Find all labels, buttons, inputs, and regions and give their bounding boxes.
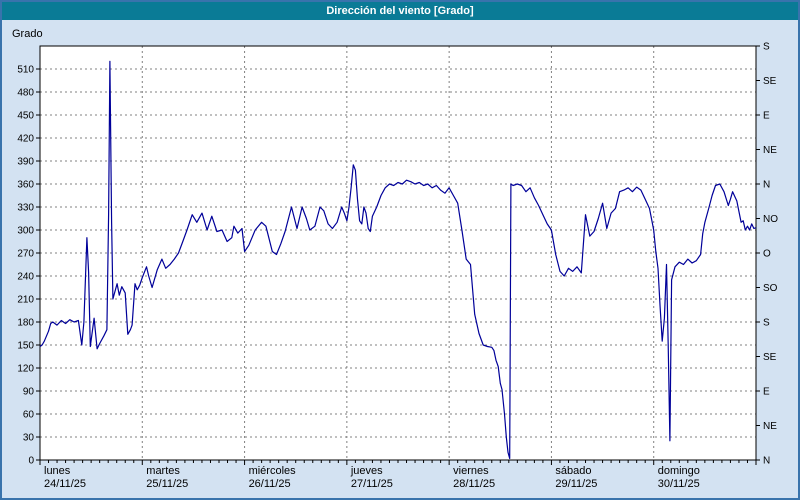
day-label: viernes [453,465,489,477]
compass-label: SO [763,283,778,294]
y-tick-label: 30 [23,433,35,444]
date-label: 28/11/25 [453,478,495,490]
y-tick-label: 120 [17,364,34,375]
compass-label: NE [763,421,777,432]
date-label: 27/11/25 [351,478,393,490]
compass-label: E [763,387,770,398]
y-tick-label: 300 [17,226,34,237]
chart-title: Dirección del viento [Grado] [326,5,474,17]
y-tick-label: 240 [17,272,34,283]
compass-label: N [763,180,770,191]
y-tick-label: 150 [17,341,34,352]
day-label: sábado [555,465,591,477]
compass-label: SE [763,76,777,87]
compass-label: S [763,318,770,329]
y-tick-label: 0 [28,456,34,467]
y-tick-label: 330 [17,203,34,214]
y-tick-label: 270 [17,249,34,260]
day-label: miércoles [249,465,297,477]
compass-label: N [763,456,770,467]
day-label: lunes [44,465,71,477]
compass-label: S [763,42,770,53]
compass-label: NO [763,214,778,225]
compass-label: E [763,111,770,122]
plot-border [39,45,757,461]
compass-label: SE [763,352,777,363]
date-label: 25/11/25 [146,478,188,490]
y-tick-label: 450 [17,111,34,122]
y-tick-label: 510 [17,65,34,76]
y-tick-label: 90 [23,387,35,398]
y-tick-label: 360 [17,180,34,191]
date-label: 24/11/25 [44,478,86,490]
series-line-dirección-del-viento [39,60,757,460]
y-tick-label: 60 [23,410,35,421]
date-label: 29/11/25 [555,478,597,490]
day-label: domingo [658,465,700,477]
y-tick-label: 420 [17,134,34,145]
day-label: jueves [350,465,383,477]
day-label: martes [146,465,180,477]
y-tick-label: 390 [17,157,34,168]
date-label: 26/11/25 [249,478,291,490]
plot-area [40,46,756,460]
title-bar: Dirección del viento [Grado] [2,2,798,20]
y-tick-label: 180 [17,318,34,329]
date-label: 30/11/25 [658,478,700,490]
compass-label: NE [763,145,777,156]
y-tick-label: 210 [17,295,34,306]
y-tick-label: 480 [17,88,34,99]
compass-label: O [763,249,771,260]
y-axis-title: Grado [12,28,43,40]
